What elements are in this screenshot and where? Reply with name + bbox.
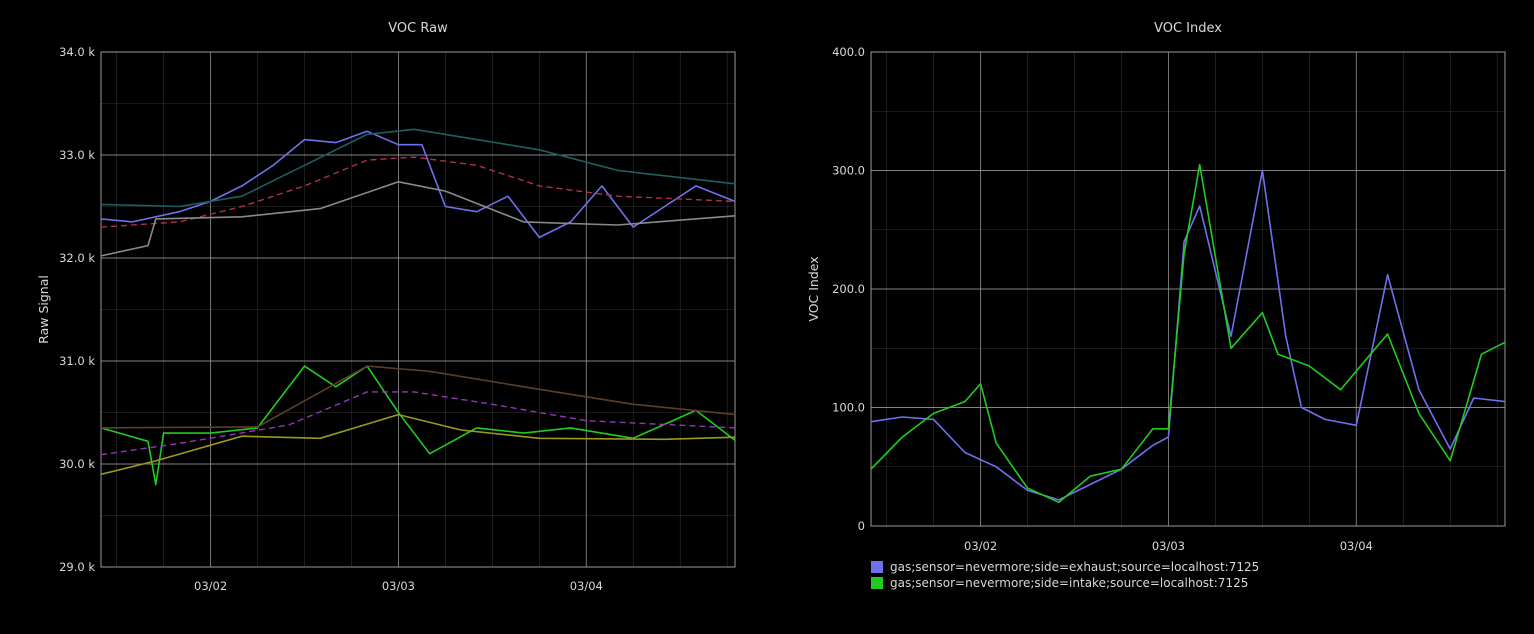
x-tick-label: 03/03 (1152, 539, 1185, 553)
minor-grid (101, 52, 735, 567)
series-line-3 (100, 156, 736, 228)
series-line-4 (100, 181, 736, 257)
x-tick-label: 03/04 (1340, 539, 1373, 553)
legend: gas;sensor=nevermore;side=exhaust;source… (871, 560, 1259, 590)
y-tick-label: 33.0 k (59, 148, 95, 162)
chart-2: VOC Index VOC Index 0 100.0 200.0 300.0 400.0 0… (806, 21, 1506, 590)
x-tick-label: 03/02 (964, 539, 997, 553)
y-tick-label: 0 (858, 519, 865, 533)
series-line-2 (100, 128, 736, 208)
y-tick-label: 32.0 k (59, 251, 95, 265)
series-line-5 (100, 365, 736, 486)
y-tick-label: 300.0 (832, 164, 865, 178)
series-line-8 (100, 413, 736, 476)
series-line-6 (100, 365, 736, 429)
series-line-1 (870, 169, 1506, 501)
major-grid (871, 51, 1505, 527)
chart-title: VOC Index (1154, 21, 1222, 36)
y-tick-label: 100.0 (832, 401, 865, 415)
series-group (870, 163, 1506, 504)
series-line-7 (100, 391, 736, 456)
y-tick-label: 200.0 (832, 282, 865, 296)
y-tick-label: 29.0 k (59, 560, 95, 574)
x-tick-label: 03/03 (382, 579, 415, 593)
y-tick-label: 34.0 k (59, 45, 95, 59)
y-axis-label: Raw Signal (36, 275, 51, 344)
y-axis-label: VOC Index (806, 256, 821, 321)
legend-swatch (871, 561, 883, 573)
legend-entry: gas;sensor=nevermore;side=intake;source=… (890, 576, 1248, 590)
x-tick-label: 03/04 (570, 579, 603, 593)
chart-title: VOC Raw (388, 21, 448, 36)
y-tick-label: 30.0 k (59, 457, 95, 471)
series-line-2 (870, 163, 1506, 504)
plot-frame (100, 51, 736, 568)
x-tick-label: 03/02 (194, 579, 227, 593)
y-tick-label: 31.0 k (59, 354, 95, 368)
plot-frame (870, 51, 1506, 527)
series-group (100, 128, 736, 486)
legend-swatch (871, 577, 883, 589)
series-line-1 (100, 130, 736, 239)
legend-entry: gas;sensor=nevermore;side=exhaust;source… (890, 560, 1259, 574)
y-tick-label: 400.0 (832, 45, 865, 59)
chart-1: VOC Raw Raw Signal 29.0 k 30.0 k 31.0 k 32.0 … (36, 21, 736, 593)
